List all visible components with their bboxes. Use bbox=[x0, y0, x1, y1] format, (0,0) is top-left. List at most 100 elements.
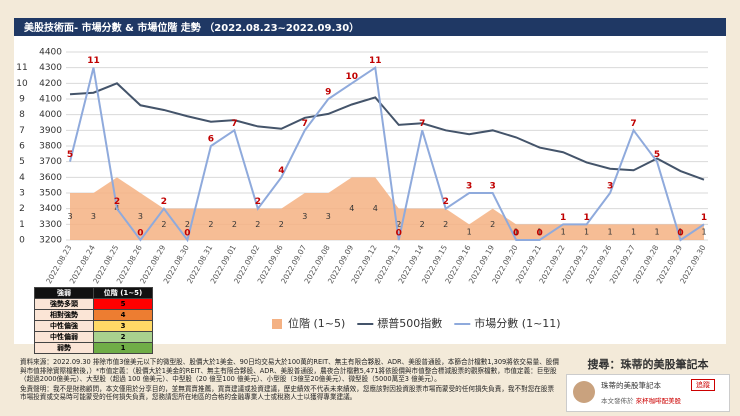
notes: 資料來源：2022.09.30 排除市值3億美元以下的微型股、股價大於1美金、9… bbox=[20, 358, 560, 403]
data-label: 3 bbox=[138, 212, 143, 221]
y2-tick-label: 2 bbox=[19, 204, 25, 214]
line bbox=[69, 82, 705, 181]
y-tick-label: 3900 bbox=[39, 126, 62, 136]
chart-panel: 美股技術面- 市場分數 & 市場位階 走勢 （2022.08.23~2022.0… bbox=[14, 18, 726, 344]
y2-tick-label: 6 bbox=[19, 142, 25, 152]
data-label: 1 bbox=[560, 213, 566, 223]
data-label: 1 bbox=[678, 228, 683, 237]
table-cell: 2 bbox=[93, 331, 153, 343]
avatar bbox=[573, 381, 595, 403]
table-cell: 5 bbox=[93, 298, 153, 310]
data-label: 3 bbox=[91, 212, 96, 221]
data-label: 4 bbox=[278, 166, 284, 176]
y-tick-label: 3200 bbox=[39, 236, 62, 246]
data-label: 10 bbox=[346, 72, 359, 82]
data-label: 0 bbox=[536, 229, 542, 239]
data-label: 1 bbox=[583, 213, 589, 223]
data-label: 2 bbox=[490, 220, 495, 229]
y-tick-label: 3500 bbox=[39, 189, 62, 199]
site-name: 來杯咖啡配美股 bbox=[635, 397, 682, 405]
data-label: 0 bbox=[137, 229, 143, 239]
data-label: 2 bbox=[114, 197, 120, 207]
data-label: 2 bbox=[443, 197, 449, 207]
legend-item: 標普500指數 bbox=[357, 316, 442, 330]
data-label: 2 bbox=[420, 220, 425, 229]
header: 強弱 bbox=[34, 287, 94, 299]
table-cell: 4 bbox=[93, 309, 153, 321]
y-tick-label: 4200 bbox=[39, 79, 62, 89]
y2-tick-label: 7 bbox=[19, 126, 25, 136]
data-label: 7 bbox=[231, 119, 237, 129]
table-row: 相對強勢 4 bbox=[34, 309, 153, 321]
data-label: 7 bbox=[302, 119, 308, 129]
table-cell: 相對強勢 bbox=[34, 309, 94, 321]
y2-tick-label: 8 bbox=[19, 110, 25, 120]
legend-item: 位階 (1~5) bbox=[272, 316, 345, 330]
y2-tick-label: 3 bbox=[19, 189, 25, 199]
published-label: 本文發佈於 bbox=[601, 397, 634, 405]
strength-table: 強弱 位階 (1~5) 強勢多頭 5 相對強勢 4 中性偏強 3 中性偏弱 2 弱勢 1 bbox=[34, 287, 153, 354]
data-label: 2 bbox=[279, 220, 284, 229]
legend-label: 標普500指數 bbox=[377, 316, 442, 330]
data-label: 3 bbox=[67, 212, 72, 221]
header: 位階 (1~5) bbox=[93, 287, 153, 299]
data-label: 4 bbox=[373, 204, 378, 213]
y-tick-label: 3400 bbox=[39, 204, 62, 214]
data-label: 3 bbox=[607, 182, 613, 192]
chart: 美股技術面- 市場分數 & 市場位階 走勢 （2022.08.23~2022.0… bbox=[14, 18, 726, 330]
data-label: 7 bbox=[419, 119, 425, 129]
table-row: 中性偏弱 2 bbox=[34, 331, 153, 343]
data-label: 1 bbox=[537, 228, 542, 237]
data-label: 11 bbox=[369, 56, 382, 66]
data-label: 1 bbox=[584, 228, 589, 237]
data-label: 3 bbox=[326, 212, 331, 221]
data-label: 1 bbox=[467, 228, 472, 237]
data-label: 6 bbox=[208, 135, 214, 145]
title-bar bbox=[14, 18, 726, 36]
table-row: 中性偏強 3 bbox=[34, 320, 153, 332]
y2-tick-label: 5 bbox=[19, 157, 25, 167]
y-tick-label: 4000 bbox=[39, 110, 62, 120]
data-label: 0 bbox=[184, 229, 190, 239]
data-label: 2 bbox=[255, 220, 260, 229]
line bbox=[69, 65, 705, 243]
legend-label: 市場分數 (1~11) bbox=[474, 316, 560, 330]
table-cell: 3 bbox=[93, 320, 153, 332]
data-label: 2 bbox=[396, 220, 401, 229]
chart-title: 美股技術面- 市場分數 & 市場位階 走勢 （2022.08.23~2022.0… bbox=[24, 21, 359, 34]
note: 資料來源：2022.09.30 排除市值3億美元以下的微型股、股價大於1美金、9… bbox=[20, 358, 559, 384]
data-label: 1 bbox=[701, 228, 706, 237]
legend-label: 位階 (1~5) bbox=[288, 316, 345, 330]
data-label: 0 bbox=[677, 229, 683, 239]
data-label: 3 bbox=[466, 182, 472, 192]
data-label: 2 bbox=[443, 220, 448, 229]
data-label: 3 bbox=[490, 182, 496, 192]
data-label: 3 bbox=[302, 212, 307, 221]
data-label: 2 bbox=[185, 220, 190, 229]
y-tick-label: 3300 bbox=[39, 220, 62, 230]
data-label: 1 bbox=[514, 228, 519, 237]
search-banner: 搜尋：珠蒂的美股筆記本 bbox=[587, 358, 709, 371]
y-tick-label: 3800 bbox=[39, 142, 62, 152]
legend-item: 市場分數 (1~11) bbox=[454, 316, 561, 330]
y2-tick-label: 11 bbox=[16, 63, 27, 73]
y2-tick-label: 9 bbox=[19, 95, 25, 105]
y2-tick-label: 1 bbox=[19, 220, 25, 230]
follow-button[interactable]: 追蹤 bbox=[691, 379, 715, 391]
promo-name: 珠蒂的美股筆記本 bbox=[601, 381, 661, 390]
y-tick-label: 3600 bbox=[39, 173, 62, 183]
data-label: 2 bbox=[232, 220, 237, 229]
table-row: 弱勢 1 bbox=[34, 342, 153, 354]
data-label: 0 bbox=[396, 229, 402, 239]
published: 本文發佈於 來杯咖啡配美股 bbox=[601, 395, 681, 405]
table-cell: 強勢多頭 bbox=[34, 298, 94, 310]
table-cell: 弱勢 bbox=[34, 342, 94, 354]
promo-card: 珠蒂的美股筆記本 追蹤 本文發佈於 來杯咖啡配美股 bbox=[566, 374, 730, 412]
data-label: 9 bbox=[325, 88, 331, 98]
legend-swatch bbox=[272, 319, 282, 329]
data-label: 1 bbox=[608, 228, 613, 237]
y-tick-label: 4400 bbox=[39, 48, 62, 58]
data-label: 5 bbox=[67, 150, 73, 160]
note: 免責聲明：我不是財務顧問，本文僅用於分享目的，並無買賣推薦，買賣建議或投資建議，… bbox=[20, 384, 555, 402]
